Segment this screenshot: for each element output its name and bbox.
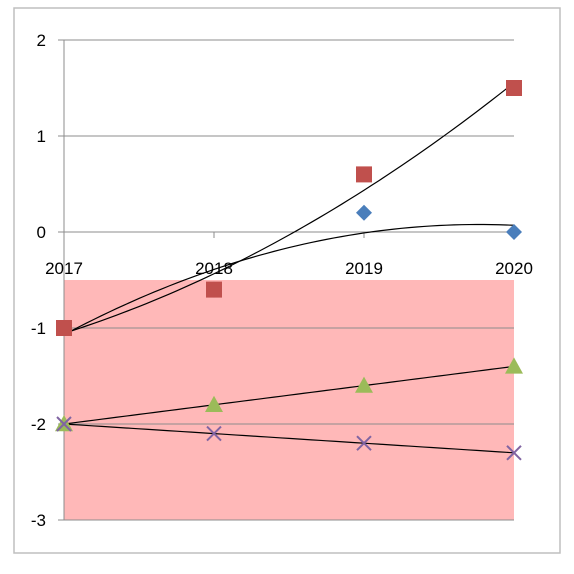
point-series-2-4 <box>506 80 522 96</box>
trendline-series-3 <box>63 365 515 425</box>
x-tick-label-3: 2020 <box>495 259 533 278</box>
point-series-2-2 <box>206 281 222 298</box>
trendline-series-1 <box>63 223 515 336</box>
point-series-1-4 <box>506 224 522 240</box>
point-series-4-2 <box>206 425 222 442</box>
point-series-1-3 <box>356 204 372 221</box>
point-series-3-3 <box>355 376 373 393</box>
x-tick-label-2: 2019 <box>345 259 383 278</box>
point-series-3-2 <box>205 395 223 412</box>
y-tick-label-5: -3 <box>31 511 46 530</box>
point-series-4-1 <box>56 416 72 432</box>
y-tick-label-1: 1 <box>37 127 46 146</box>
trendline-series-2 <box>63 82 515 334</box>
point-series-4-4 <box>506 445 522 461</box>
shaded-band <box>64 280 514 520</box>
point-series-2-3 <box>356 166 372 183</box>
trendline-series-4 <box>63 423 515 454</box>
x-tick-label-0: 2017 <box>45 259 83 278</box>
point-series-2-1 <box>56 320 72 336</box>
point-series-3-4 <box>505 357 523 374</box>
y-tick-label-0: 2 <box>37 31 46 50</box>
y-tick-label-2: 0 <box>37 223 46 242</box>
point-series-4-3 <box>356 435 372 451</box>
y-tick-label-4: -2 <box>31 415 46 434</box>
x-tick-label-1: 2018 <box>195 259 233 278</box>
y-tick-label-3: -1 <box>31 319 46 338</box>
